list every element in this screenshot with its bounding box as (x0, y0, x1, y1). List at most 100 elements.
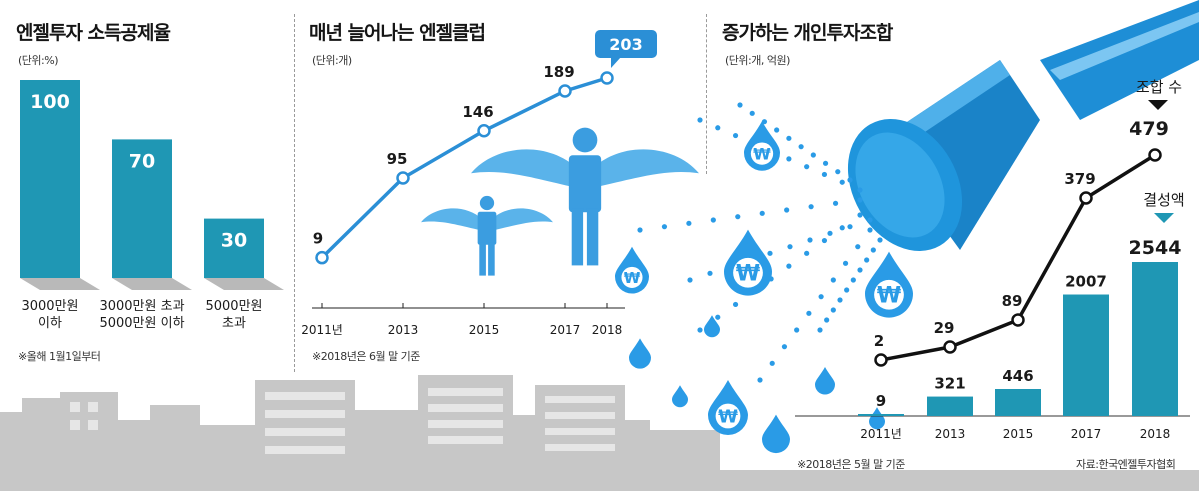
water-dot (818, 294, 824, 300)
panel1-title: 엔젤투자 소득공제율 (16, 22, 171, 44)
water-dot (857, 267, 863, 273)
water-dot (810, 152, 816, 158)
water-dots (637, 102, 883, 383)
water-dot (787, 244, 793, 250)
won-drop-icon: ₩ (708, 380, 748, 435)
watering-can-icon (847, 0, 1199, 251)
water-dot (710, 217, 716, 223)
bar (1063, 294, 1109, 416)
water-dot (867, 227, 873, 233)
x-tick-label: 2013 (388, 323, 419, 337)
water-dot (857, 197, 863, 203)
angel-leg (586, 208, 599, 266)
water-dot (867, 217, 873, 223)
bar-shadow (204, 278, 284, 290)
bar-value-label: 100 (30, 91, 70, 113)
bar-shadow (20, 278, 100, 290)
water-dot (864, 257, 870, 263)
panel3-title: 증가하는 개인투자조합 (722, 22, 893, 44)
water-dot (715, 314, 721, 320)
water-dot (769, 360, 775, 366)
water-dot (835, 169, 841, 175)
water-dot (839, 225, 845, 231)
water-dot (786, 135, 792, 141)
data-label: 89 (1002, 292, 1023, 310)
water-dot (821, 237, 828, 244)
water-dot (749, 110, 755, 116)
water-dot (837, 297, 843, 303)
won-symbol: ₩ (624, 269, 641, 287)
category-label: 이하 (38, 316, 62, 331)
won-badge (733, 257, 763, 288)
data-point (558, 84, 572, 98)
angel-leg (488, 242, 495, 276)
category-label: 3000만원 (21, 299, 78, 314)
water-dot (732, 132, 739, 139)
won-drop-icon: ₩ (615, 246, 649, 294)
water-dot (847, 224, 853, 230)
city-skyline-illustration (0, 375, 1199, 491)
water-dot (817, 327, 823, 333)
data-point (600, 71, 614, 85)
water-dot (794, 327, 800, 333)
bar-shadow (112, 278, 192, 290)
callout-pointer (611, 57, 621, 68)
drop-shape (672, 385, 688, 408)
water-drop-icon (672, 385, 688, 408)
water-dot (707, 270, 713, 276)
water-dot (637, 227, 643, 233)
data-point (477, 124, 491, 138)
bar-value-label: 2544 (1129, 237, 1182, 259)
data-point (874, 353, 888, 367)
won-drop-icon: ₩ (744, 121, 780, 171)
x-tick-label: 2018 (1140, 427, 1171, 441)
water-dot (855, 244, 861, 250)
water-dot (877, 237, 883, 243)
callout-box (595, 30, 657, 58)
water-dot (735, 214, 741, 220)
water-drop-icon (629, 338, 651, 369)
drop-shape (762, 414, 790, 454)
x-tick-label: 2015 (469, 323, 500, 337)
x-tick-label: 2011년 (860, 427, 902, 441)
panel2-note: ※2018년은 6월 말 기준 (312, 350, 420, 363)
city-windows (70, 388, 615, 454)
won-symbol: ₩ (877, 284, 901, 309)
x-tick-label: 2015 (1003, 427, 1034, 441)
water-dot (804, 250, 810, 256)
water-dot (827, 230, 833, 236)
x-tick-label: 2011년 (301, 323, 343, 337)
bar (858, 414, 904, 416)
data-label: 2 (874, 332, 884, 350)
data-point (315, 250, 329, 265)
won-drop-icon: ₩ (865, 251, 913, 318)
data-point (1148, 148, 1162, 162)
series-line (880, 153, 1156, 362)
water-dot (781, 344, 788, 350)
data-point (943, 340, 957, 354)
data-label: 479 (1129, 118, 1169, 140)
data-label: 95 (387, 150, 408, 168)
won-badge (874, 279, 904, 310)
water-dot (839, 179, 845, 185)
water-dot (737, 102, 743, 108)
water-dot (732, 301, 739, 308)
panel2-title: 매년 늘어나는 엔젤클럽 (309, 22, 486, 44)
category-label: 5000만원 (205, 299, 262, 314)
bar (995, 389, 1041, 416)
bar (20, 80, 80, 278)
won-symbol: ₩ (718, 407, 738, 428)
x-tick-label: 2017 (1071, 427, 1102, 441)
panel3-note: ※2018년은 5월 말 기준 (797, 458, 905, 471)
divider-right (706, 14, 707, 174)
water-dot (786, 263, 792, 269)
wing-right (592, 149, 699, 188)
water-dot (844, 287, 850, 293)
data-point (1011, 313, 1025, 327)
bar (112, 139, 172, 278)
drop-shape (869, 407, 885, 430)
water-dot (808, 204, 814, 210)
data-point (396, 171, 410, 185)
